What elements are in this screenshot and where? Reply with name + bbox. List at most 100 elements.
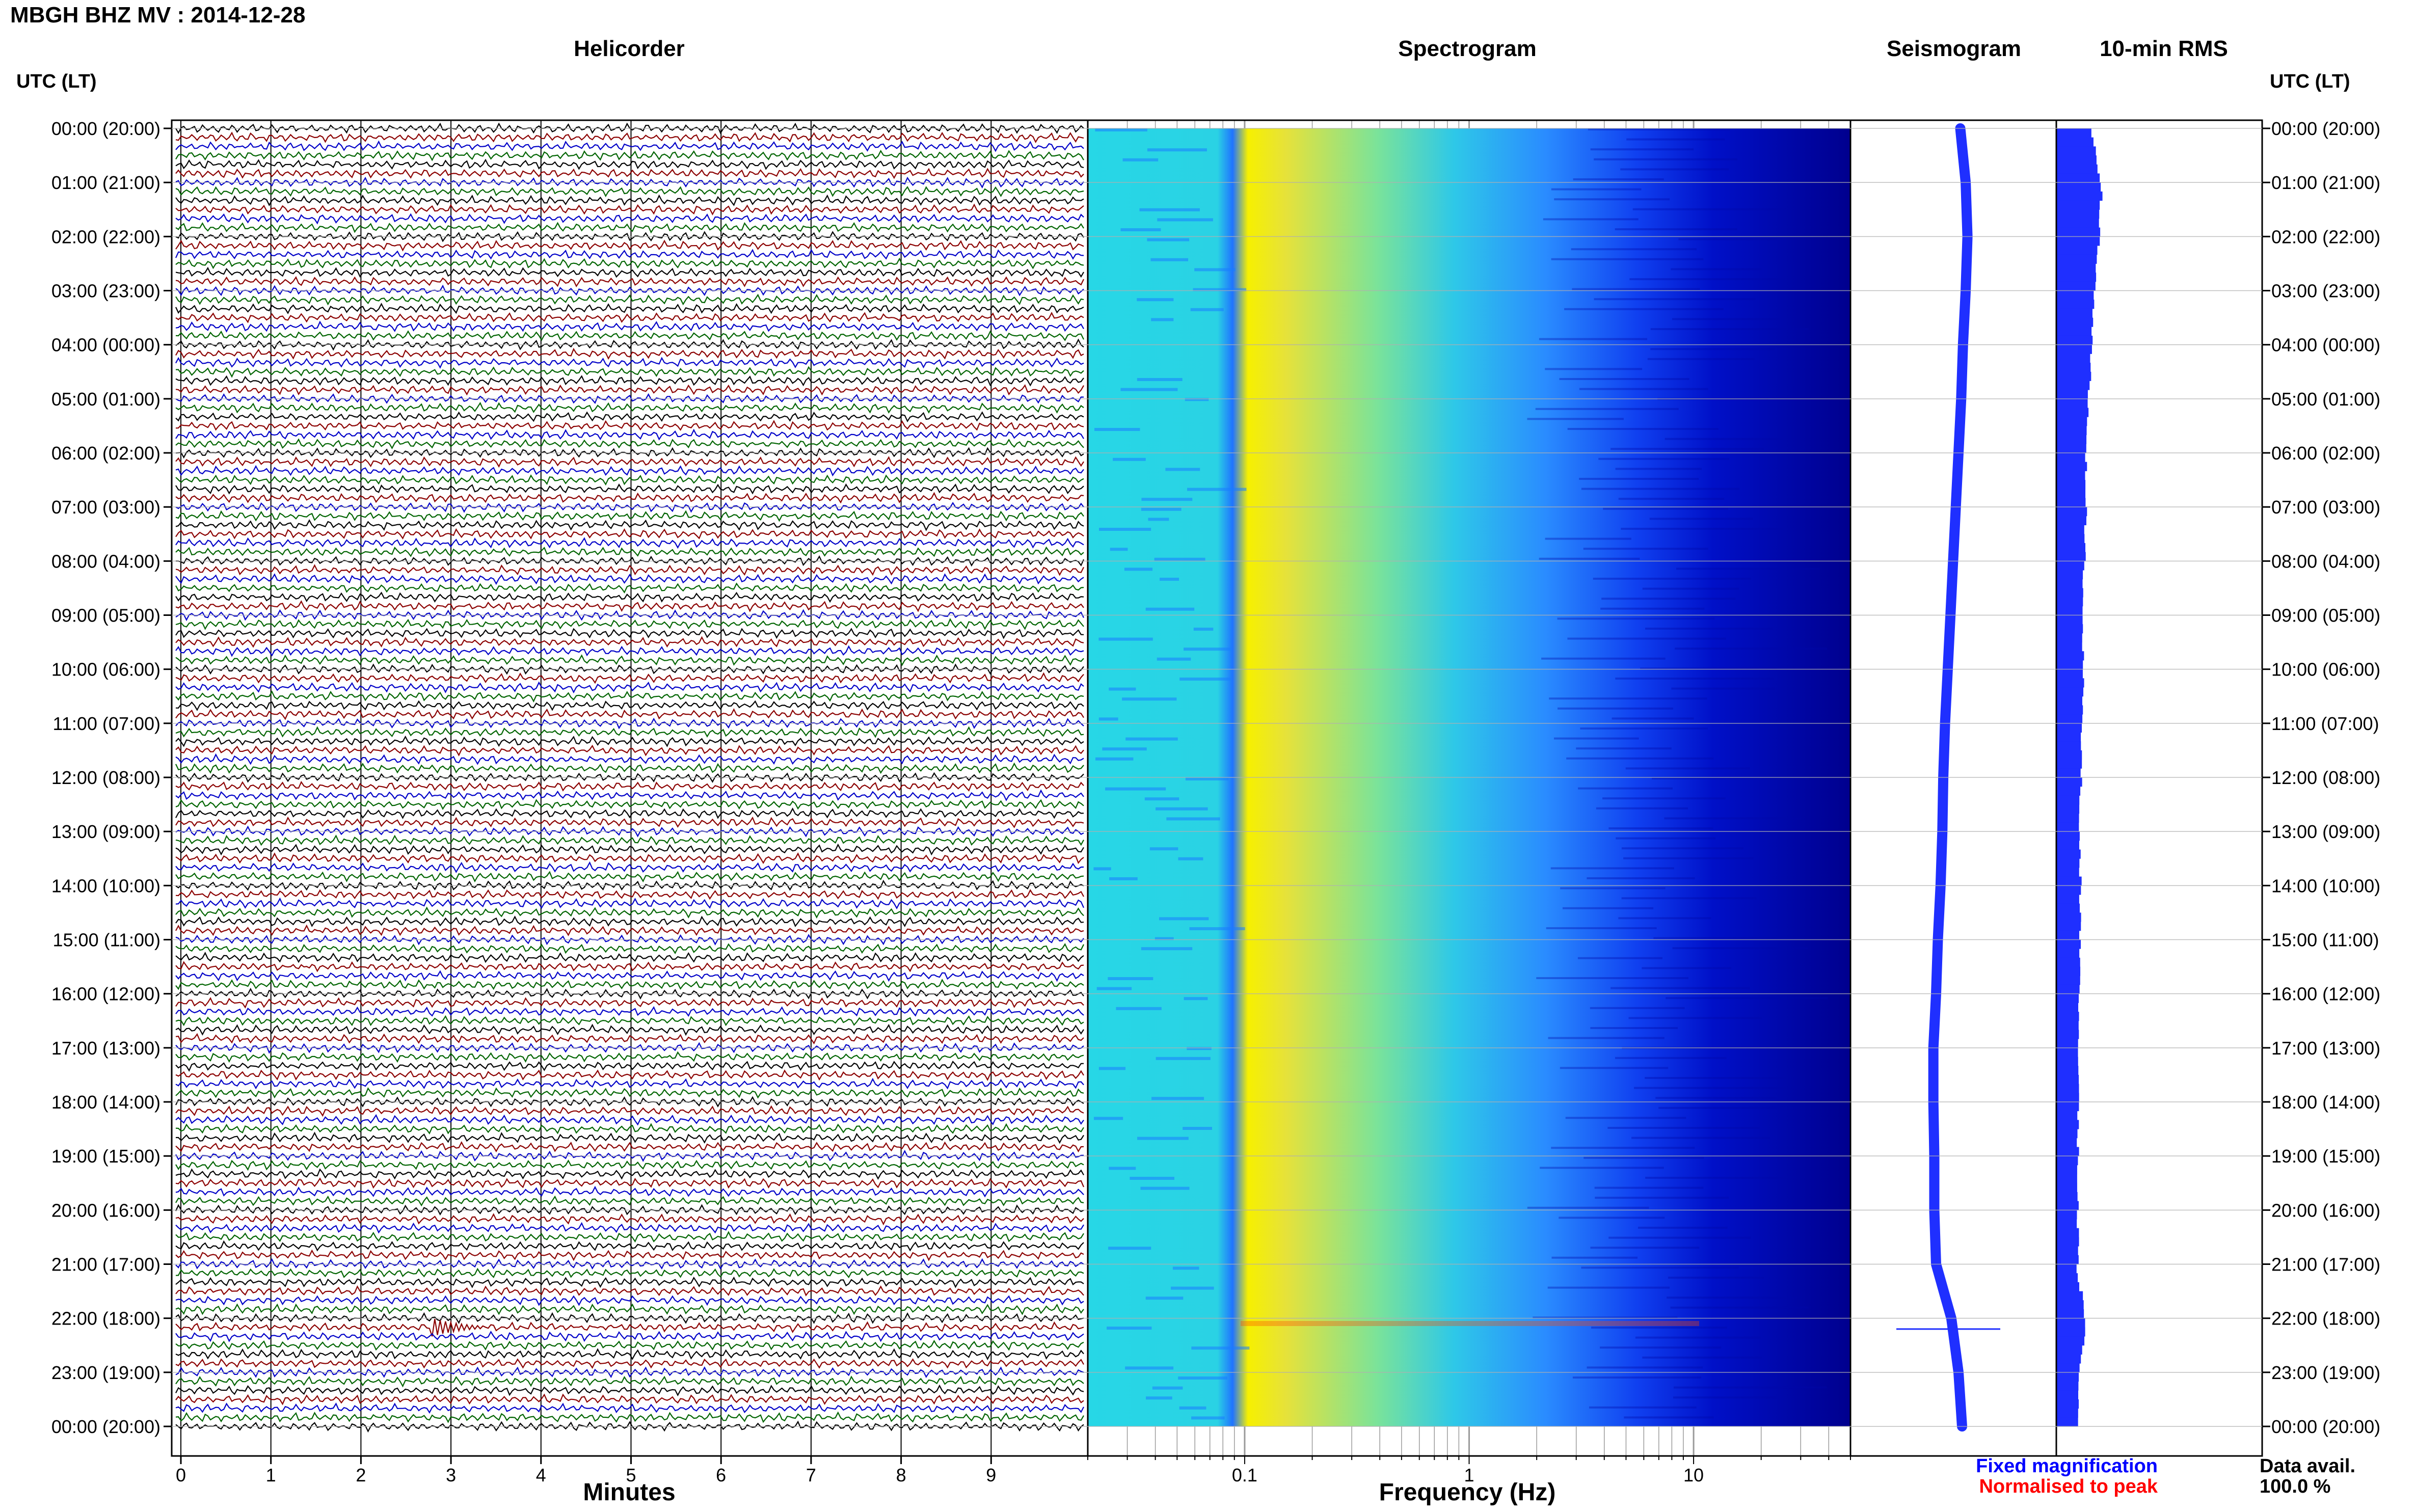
right-time-tick-label: 08:00 (04:00): [2271, 551, 2380, 572]
rms-bar: [2056, 669, 2083, 679]
spectrogram-stripe: [1588, 128, 1730, 130]
spectrogram-stripe: [1645, 1177, 1792, 1179]
rms-bar: [2056, 912, 2081, 922]
spectrogram-stripe: [1113, 457, 1146, 461]
helicorder-trace: [175, 961, 1084, 973]
helicorder-title: Helicorder: [574, 36, 685, 61]
helicorder-trace: [175, 510, 1084, 522]
helicorder-trace: [175, 1240, 1084, 1252]
helicorder-x-tick-label: 1: [266, 1465, 276, 1486]
spectrogram-stripe: [1594, 298, 1756, 301]
helicorder-trace: [175, 789, 1084, 801]
spectrogram-stripe: [1533, 1316, 1678, 1319]
spectrogram-stripe: [1194, 268, 1236, 272]
spectrogram-stripe: [1151, 1097, 1204, 1100]
spectrogram-stripe: [1649, 518, 1753, 520]
rms-bar: [2056, 660, 2083, 670]
helicorder-trace: [175, 213, 1084, 225]
spectrogram-stripe: [1608, 1236, 1751, 1239]
helicorder-trace: [175, 753, 1084, 765]
spectrogram-stripe: [1670, 1306, 1809, 1309]
helicorder-trace: [175, 871, 1084, 883]
spectrogram-stripe: [1157, 657, 1191, 661]
spectrogram-stripe: [1615, 1057, 1727, 1059]
helicorder-trace: [175, 1393, 1084, 1406]
rms-bar: [2056, 822, 2079, 832]
helicorder-trace: [175, 1033, 1084, 1045]
rms-bar: [2056, 1084, 2079, 1093]
spectrogram-stripe: [1621, 897, 1757, 900]
spectrogram-stripe: [1562, 907, 1654, 909]
spectrogram-stripe: [1184, 997, 1208, 1001]
rms-bar: [2056, 1372, 2079, 1382]
data-avail-label: Data avail.: [2260, 1455, 2355, 1477]
spectrogram-stripe: [1675, 647, 1828, 650]
spectrogram-stripe: [1098, 717, 1118, 721]
spectrogram-stripe: [1642, 587, 1739, 590]
left-time-tick-label: 11:00 (07:00): [53, 713, 160, 734]
helicorder-trace: [175, 717, 1084, 730]
rms-bar: [2056, 1102, 2079, 1112]
rms-bar: [2056, 723, 2082, 733]
right-time-axis-label: UTC (LT): [2270, 71, 2350, 92]
helicorder-trace: [175, 700, 1084, 711]
rms-bar: [2056, 804, 2080, 814]
spectrogram-stripe: [1166, 817, 1220, 821]
helicorder-trace: [175, 1249, 1084, 1261]
spectrogram-stripe: [1146, 1396, 1172, 1400]
rms-bar: [2056, 651, 2084, 661]
rms-bar: [2056, 1047, 2078, 1058]
spectrogram-stripe: [1557, 617, 1715, 620]
rms-bar: [2056, 552, 2086, 561]
helicorder-trace: [175, 654, 1084, 666]
spectrogram-stripe: [1548, 1037, 1665, 1039]
spectrogram-stripe: [1125, 1366, 1174, 1370]
spectrogram-stripe: [1527, 418, 1624, 420]
spectrogram-stripe: [1571, 248, 1697, 251]
rms-frame: [2055, 119, 2263, 1457]
rms-bar: [2056, 164, 2098, 174]
rms-bar: [2056, 696, 2082, 706]
right-time-tick-label: 16:00 (12:00): [2271, 984, 2380, 1005]
right-time-tick-label: 10:00 (06:00): [2271, 659, 2380, 680]
left-time-tick-label: 03:00 (23:00): [51, 281, 160, 302]
rms-bar: [2056, 1255, 2079, 1264]
spectrogram-stripe: [1640, 667, 1781, 670]
helicorder-trace: [175, 816, 1084, 828]
helicorder-trace: [175, 492, 1084, 504]
spectrogram-stripe: [1124, 568, 1153, 571]
rms-bar: [2056, 606, 2083, 615]
rms-bar: [2056, 489, 2086, 498]
helicorder-trace: [175, 284, 1084, 296]
rms-bar: [2056, 1003, 2079, 1012]
right-time-tick-label: 01:00 (21:00): [2271, 172, 2380, 193]
spectrogram-stripe: [1664, 817, 1802, 820]
spectrogram-stripe: [1140, 1186, 1190, 1190]
rms-bar: [2056, 398, 2088, 409]
spectrogram-stripe: [1193, 628, 1214, 631]
helicorder-trace: [175, 428, 1084, 441]
right-time-tick-label: 02:00 (22:00): [2271, 226, 2380, 247]
helicorder-trace: [175, 320, 1084, 333]
spectrogram-stripe: [1184, 647, 1232, 651]
minutes-axis-label: Minutes: [583, 1479, 675, 1506]
spectrogram-stripe: [1590, 1247, 1700, 1249]
helicorder-trace: [175, 1267, 1084, 1279]
left-time-tick-label: 15:00 (11:00): [53, 930, 160, 951]
helicorder-panel: 0 1 2 3 4 5 6 7 8 9: [175, 120, 1085, 1486]
rms-bar: [2056, 561, 2084, 571]
helicorder-trace: [175, 924, 1084, 936]
spectrogram-stripe: [1120, 228, 1161, 231]
rms-bar: [2056, 209, 2100, 219]
spectrogram-stripe: [1122, 158, 1159, 161]
rms-bar: [2056, 831, 2080, 841]
spectrogram-stripe: [1130, 1177, 1174, 1180]
helicorder-trace: [175, 528, 1084, 539]
rms-bar: [2056, 1183, 2077, 1193]
spectrogram-stripe: [1631, 1137, 1770, 1139]
rms-bar: [2056, 390, 2088, 399]
left-time-tick-label: 09:00 (05:00): [51, 605, 160, 626]
helicorder-trace: [175, 438, 1084, 449]
rms-bar: [2056, 579, 2083, 588]
helicorder-trace: [175, 1114, 1084, 1126]
